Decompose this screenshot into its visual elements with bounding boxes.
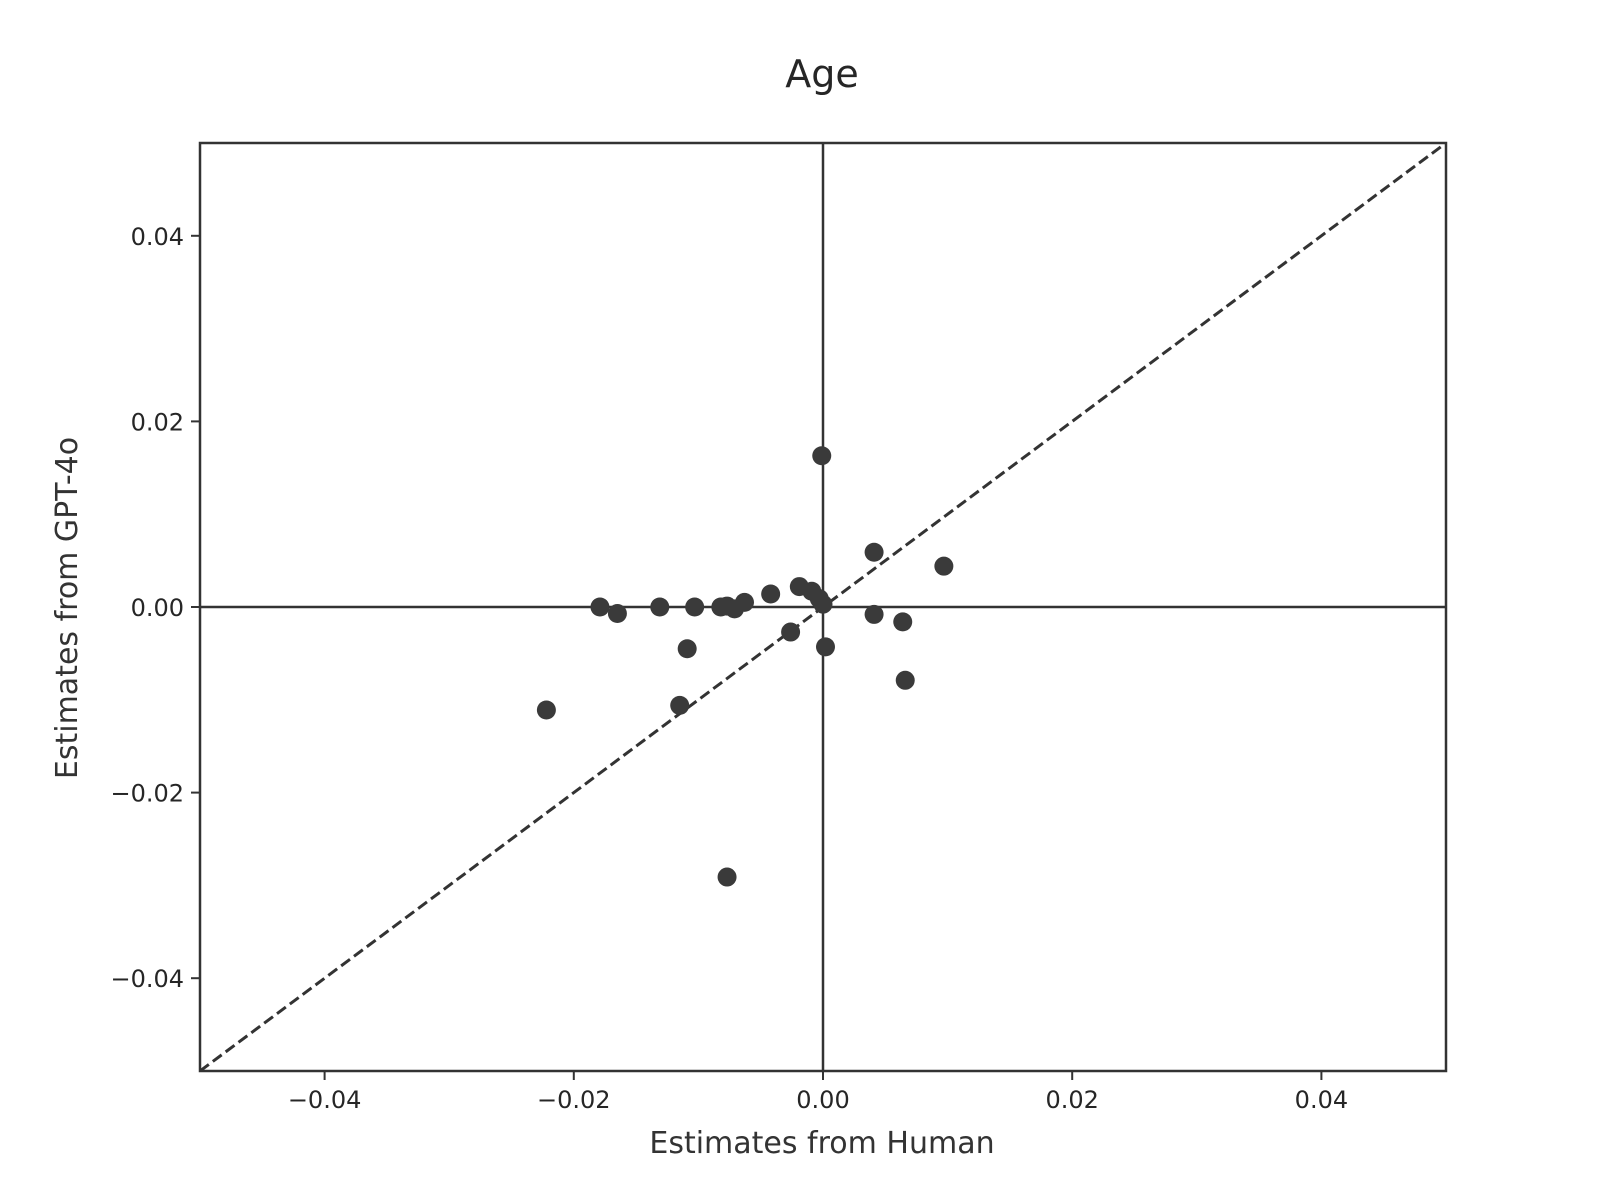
x-axis-label: Estimates from Human: [649, 1126, 994, 1161]
data-point-7: [536, 700, 556, 720]
x-tick-label: 0.00: [796, 1086, 849, 1114]
chart-title: Age: [785, 52, 859, 96]
data-point-14: [717, 867, 737, 887]
data-point-20: [815, 637, 835, 657]
y-tick-label: 0.02: [131, 408, 184, 436]
data-point-13: [781, 622, 801, 642]
data-point-24: [895, 670, 915, 690]
y-tick-label: 0.00: [131, 594, 184, 622]
data-point-11: [735, 592, 755, 612]
data-point-19: [812, 446, 832, 466]
data-point-25: [934, 556, 954, 576]
x-tick-label: 0.02: [1045, 1086, 1098, 1114]
data-point-22: [864, 604, 884, 624]
y-tick-label: −0.02: [110, 780, 184, 808]
data-point-3: [650, 597, 670, 617]
x-tick-label: −0.04: [288, 1086, 362, 1114]
data-point-18: [813, 594, 833, 614]
y-tick-label: −0.04: [110, 965, 184, 993]
data-point-23: [893, 612, 913, 632]
data-point-21: [864, 542, 884, 562]
data-point-12: [761, 584, 781, 604]
data-point-4: [685, 597, 705, 617]
plot-area: −0.04 −0.02 0.00 0.02 0.04 −0.04 −0.02 0.00 0.02…: [110, 141, 1448, 1114]
y-tick-label: 0.04: [131, 223, 184, 251]
data-point-1: [590, 597, 610, 617]
data-point-6: [670, 695, 690, 715]
y-axis-label: Estimates from GPT-4o: [50, 437, 85, 779]
x-tick-label: 0.04: [1295, 1086, 1348, 1114]
x-tick-label: −0.02: [537, 1086, 611, 1114]
data-point-5: [677, 639, 697, 659]
data-point-2: [607, 603, 627, 623]
